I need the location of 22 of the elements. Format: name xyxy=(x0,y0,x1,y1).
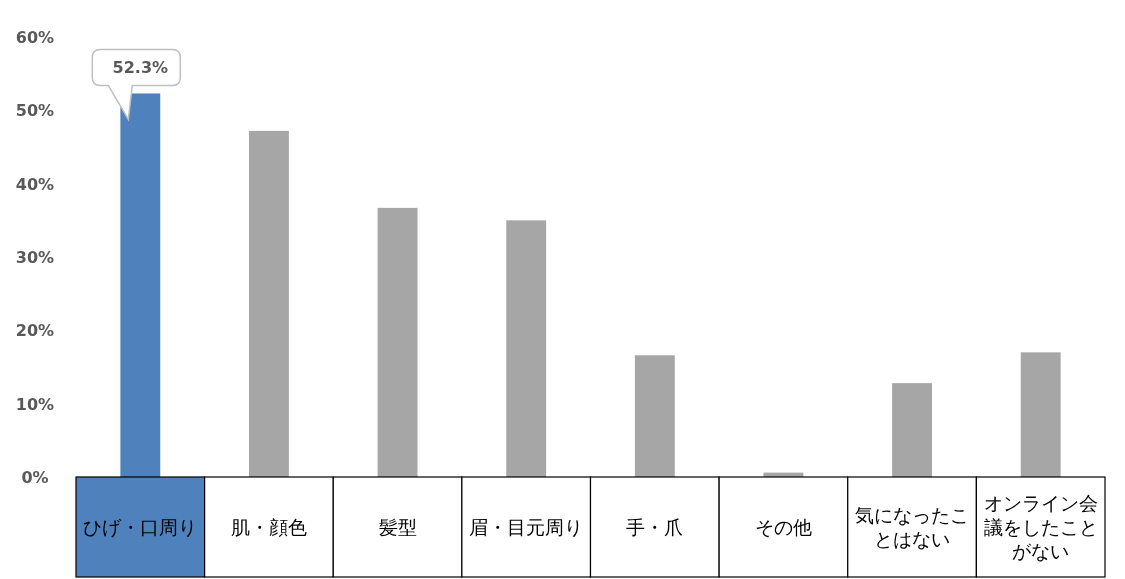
x-tick-label: 髪型 xyxy=(378,516,417,538)
bar xyxy=(1020,352,1061,477)
x-tick-label: オンライン会議をしたことがない xyxy=(983,492,1098,562)
y-tick-label: 60% xyxy=(15,28,55,47)
x-tick-label: 眉・目元周り xyxy=(469,516,584,538)
data-label: 52.3% xyxy=(112,58,169,78)
y-tick-label: 10% xyxy=(15,394,55,414)
bar xyxy=(377,207,418,477)
x-tick-label: ひげ・口周り xyxy=(83,516,198,538)
x-tick-label: その他 xyxy=(754,516,812,538)
bar xyxy=(249,130,289,477)
y-tick-label: 20% xyxy=(15,321,55,341)
bar xyxy=(634,355,675,477)
x-tick-label: 肌・顔色 xyxy=(230,516,307,538)
x-tick-label: 手・爪 xyxy=(626,516,684,538)
bar xyxy=(506,220,547,477)
y-tick-label: 50% xyxy=(15,101,55,121)
x-tick-label: 気になったことはない xyxy=(855,504,970,550)
y-tick-label: 40% xyxy=(15,174,55,194)
bar xyxy=(892,383,932,477)
y-tick-label: 30% xyxy=(15,248,55,267)
y-tick-label: 0% xyxy=(21,468,49,487)
